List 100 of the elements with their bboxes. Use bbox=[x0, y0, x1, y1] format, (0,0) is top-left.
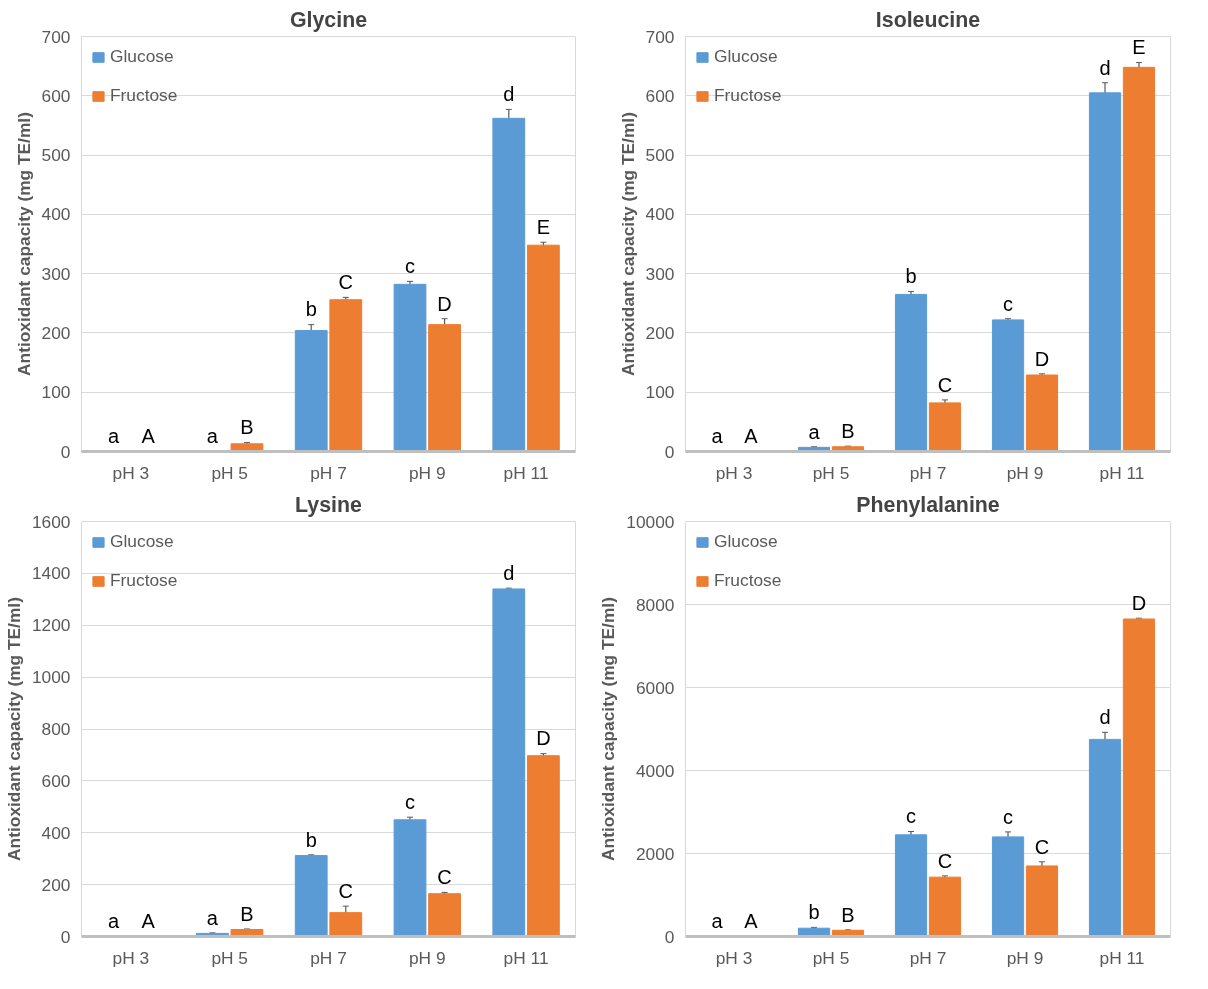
annotation: D bbox=[536, 727, 551, 750]
x-tick-label: pH 5 bbox=[812, 462, 850, 483]
x-tick-label: pH 5 bbox=[211, 947, 249, 968]
x-tick-label: pH 3 bbox=[112, 462, 150, 483]
x-tick-label: pH 9 bbox=[409, 947, 446, 968]
annotation: B bbox=[841, 420, 855, 443]
y-tick-label: 8000 bbox=[635, 594, 675, 615]
legend-label: Glucose bbox=[714, 531, 778, 552]
x-tick-label: pH 5 bbox=[211, 462, 249, 483]
y-tick-label: 0 bbox=[60, 926, 71, 947]
annotation: d bbox=[1099, 56, 1111, 79]
chart-title: Phenylalanine bbox=[856, 492, 1000, 517]
y-tick-label: 200 bbox=[41, 874, 71, 895]
annotation: a bbox=[206, 906, 219, 929]
y-tick-label: 10000 bbox=[626, 511, 675, 532]
annotation: b bbox=[305, 828, 317, 851]
annotation: c bbox=[405, 255, 416, 278]
annotation: a bbox=[711, 909, 724, 932]
x-tick-label: pH 7 bbox=[909, 462, 947, 483]
legend-label: Glucose bbox=[714, 46, 778, 67]
y-tick-label: 400 bbox=[41, 204, 71, 225]
y-tick-label: 300 bbox=[41, 263, 71, 284]
x-tick-label: pH 11 bbox=[503, 947, 549, 968]
annotation: D bbox=[1034, 347, 1050, 370]
chart-title: Lysine bbox=[295, 492, 363, 517]
y-tick-label: 100 bbox=[645, 382, 675, 403]
annotation: A bbox=[744, 910, 759, 933]
x-tick-label: pH 9 bbox=[409, 462, 446, 483]
annotation: d bbox=[503, 562, 515, 585]
x-tick-label: pH 9 bbox=[1006, 947, 1044, 968]
x-tick-label: pH 3 bbox=[715, 462, 753, 483]
y-tick-label: 700 bbox=[41, 26, 71, 47]
annotation: E bbox=[1132, 36, 1146, 59]
x-tick-label: pH 7 bbox=[909, 947, 947, 968]
legend-label: Fructose bbox=[110, 570, 178, 591]
annotation: A bbox=[744, 424, 759, 447]
y-tick-label: 500 bbox=[645, 145, 675, 166]
x-tick-label: pH 11 bbox=[1099, 947, 1145, 968]
y-tick-label: 200 bbox=[645, 322, 675, 343]
y-tick-label: 600 bbox=[41, 770, 71, 791]
annotation: B bbox=[240, 416, 254, 439]
annotation: c bbox=[1003, 292, 1014, 315]
legend-label: Glucose bbox=[110, 531, 174, 552]
y-tick-label: 1000 bbox=[31, 667, 71, 688]
x-tick-label: pH 3 bbox=[112, 947, 150, 968]
annotation: a bbox=[108, 424, 121, 447]
y-tick-label: 400 bbox=[41, 822, 71, 843]
legend-label: Glucose bbox=[110, 46, 174, 67]
y-tick-label: 200 bbox=[41, 322, 71, 343]
y-tick-label: 300 bbox=[645, 263, 675, 284]
annotation: B bbox=[240, 902, 254, 925]
annotation: C bbox=[338, 271, 354, 294]
y-axis-title: Antioxidant capacity (mg TE/ml) bbox=[13, 112, 34, 376]
annotation: D bbox=[437, 292, 452, 315]
annotation: C bbox=[937, 849, 953, 872]
y-axis-title: Antioxidant capacity (mg TE/ml) bbox=[617, 112, 638, 376]
y-tick-label: 1200 bbox=[31, 615, 71, 636]
y-axis-title: Antioxidant capacity (mg TE/ml) bbox=[598, 597, 619, 861]
x-tick-label: pH 9 bbox=[1006, 462, 1044, 483]
y-tick-label: 4000 bbox=[635, 760, 675, 781]
annotation: a bbox=[808, 420, 821, 443]
annotation: d bbox=[1099, 706, 1111, 729]
legend-label: Fructose bbox=[714, 570, 782, 591]
y-tick-label: 1600 bbox=[31, 511, 71, 532]
y-tick-label: 600 bbox=[645, 85, 675, 106]
annotation: b bbox=[905, 265, 917, 288]
x-tick-label: pH 7 bbox=[310, 462, 347, 483]
annotation: D bbox=[1131, 592, 1147, 615]
y-tick-label: 2000 bbox=[635, 843, 675, 864]
annotation: A bbox=[141, 910, 156, 933]
annotation: C bbox=[937, 373, 953, 396]
annotation: d bbox=[503, 83, 515, 106]
legend-label: Fructose bbox=[110, 85, 178, 106]
y-tick-label: 0 bbox=[60, 441, 71, 462]
annotation: c bbox=[405, 791, 416, 814]
legend-label: Fructose bbox=[714, 85, 782, 106]
annotation: C bbox=[338, 880, 354, 902]
y-tick-label: 100 bbox=[41, 382, 71, 403]
y-tick-label: 6000 bbox=[635, 677, 675, 698]
y-tick-label: 1400 bbox=[31, 563, 71, 584]
x-tick-label: pH 7 bbox=[310, 947, 347, 968]
y-tick-label: 500 bbox=[41, 145, 71, 166]
y-tick-label: 700 bbox=[645, 26, 675, 47]
annotation: c bbox=[906, 805, 917, 828]
y-tick-label: 400 bbox=[645, 204, 675, 225]
y-tick-label: 600 bbox=[41, 85, 71, 106]
annotation: c bbox=[1003, 805, 1014, 828]
annotation: A bbox=[141, 425, 156, 448]
annotation: C bbox=[437, 866, 452, 889]
y-axis-title: Antioxidant capacity (mg TE/ml) bbox=[3, 597, 24, 861]
x-tick-label: pH 11 bbox=[503, 462, 549, 483]
annotation: a bbox=[108, 909, 121, 932]
annotation: B bbox=[841, 903, 855, 926]
x-tick-label: pH 5 bbox=[812, 947, 850, 968]
annotation: C bbox=[1034, 835, 1050, 858]
y-tick-label: 0 bbox=[664, 441, 675, 462]
x-tick-label: pH 11 bbox=[1099, 462, 1145, 483]
annotation: b bbox=[305, 298, 317, 321]
y-tick-label: 800 bbox=[41, 719, 71, 739]
chart-title: Isoleucine bbox=[875, 7, 981, 32]
